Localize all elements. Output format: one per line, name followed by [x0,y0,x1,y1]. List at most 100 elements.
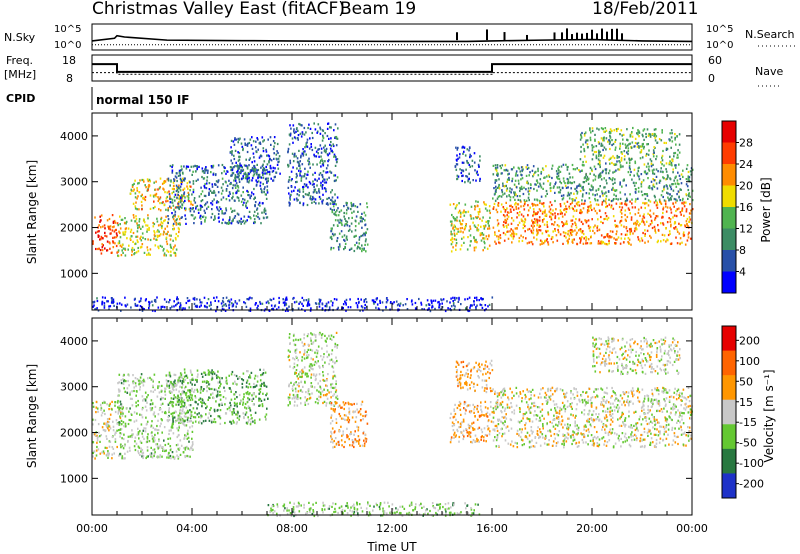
range-cell [569,231,572,234]
range-cell [134,382,137,385]
range-cell [587,205,589,208]
range-cell [297,137,299,140]
range-cell [203,380,206,383]
range-cell [506,214,508,217]
range-cell [307,301,310,304]
range-cell [456,203,458,207]
range-cell [526,242,529,245]
range-cell [160,218,162,221]
range-cell [143,180,145,183]
beam-label: Beam 19 [340,0,416,19]
range-cell [549,183,551,186]
range-cell [261,171,264,174]
range-cell [363,211,366,214]
range-cell [158,234,161,237]
range-cell [494,181,496,184]
range-cell [177,381,179,384]
range-cell [184,434,186,437]
range-cell [144,238,147,241]
range-cell [179,196,181,199]
range-cell [465,168,467,171]
range-cell [211,208,213,211]
range-cell [621,152,623,155]
range-cell [354,219,357,222]
range-cell [461,226,464,230]
range-cell [153,448,156,451]
range-cell [302,148,304,151]
range-cell [667,196,669,199]
range-cell [223,212,225,215]
range-cell [308,304,311,307]
range-cell [624,233,627,236]
range-cell [171,201,174,204]
range-cell [195,205,197,208]
range-cell [395,300,398,303]
range-cell [585,192,588,195]
range-cell [496,224,499,227]
range-cell [332,301,334,304]
range-cell [190,396,193,399]
range-cell [125,305,127,308]
range-cell [538,216,541,219]
range-cell [164,219,166,222]
range-cell [644,229,646,232]
range-cell [137,182,139,185]
range-cell [510,191,512,194]
range-cell [255,146,257,149]
range-cell [266,163,269,166]
range-cell [619,197,622,200]
range-cell [614,163,617,166]
range-cell [527,196,530,199]
range-cell [331,237,333,241]
range-cell [218,404,221,407]
range-cell [619,181,621,184]
range-cell [502,231,505,235]
range-cell [251,147,254,150]
range-cell [680,213,682,216]
range-cell [211,392,214,395]
range-cell [167,453,170,456]
range-cell [485,235,488,238]
range-cell [255,395,257,398]
range-cell [136,433,139,436]
range-cell [237,185,239,188]
range-cell [154,193,156,196]
range-cell [339,221,342,224]
range-cell [615,233,618,236]
range-cell [318,302,320,305]
range-cell [500,195,503,198]
range-cell [127,435,130,438]
range-cell [608,139,610,142]
range-cell [122,421,125,424]
range-cell [646,194,649,197]
range-cell [265,413,268,416]
range-cell [330,227,333,230]
range-cell [260,374,262,377]
range-cell [305,183,308,186]
range-cell [234,380,236,383]
range-cell [152,440,155,443]
range-cell [476,304,478,307]
freq-line-0 [92,63,692,73]
range-cell [236,220,239,223]
range-cell [453,224,456,227]
range-cell [119,435,121,438]
range-cell [527,214,529,217]
range-cell [558,186,561,189]
range-cell [205,169,208,172]
range-cell [687,178,690,181]
range-cell [112,420,114,423]
range-cell [210,393,212,396]
range-cell [189,189,191,192]
range-cell [482,233,485,236]
range-cell [314,178,316,181]
range-cell [157,196,159,199]
range-cell [228,191,231,194]
range-cell [96,445,98,449]
range-cell [684,243,687,246]
range-cell [291,137,294,140]
range-cell [195,165,198,168]
range-cell [356,306,359,309]
range-cell [475,296,478,299]
range-cell [587,182,590,185]
